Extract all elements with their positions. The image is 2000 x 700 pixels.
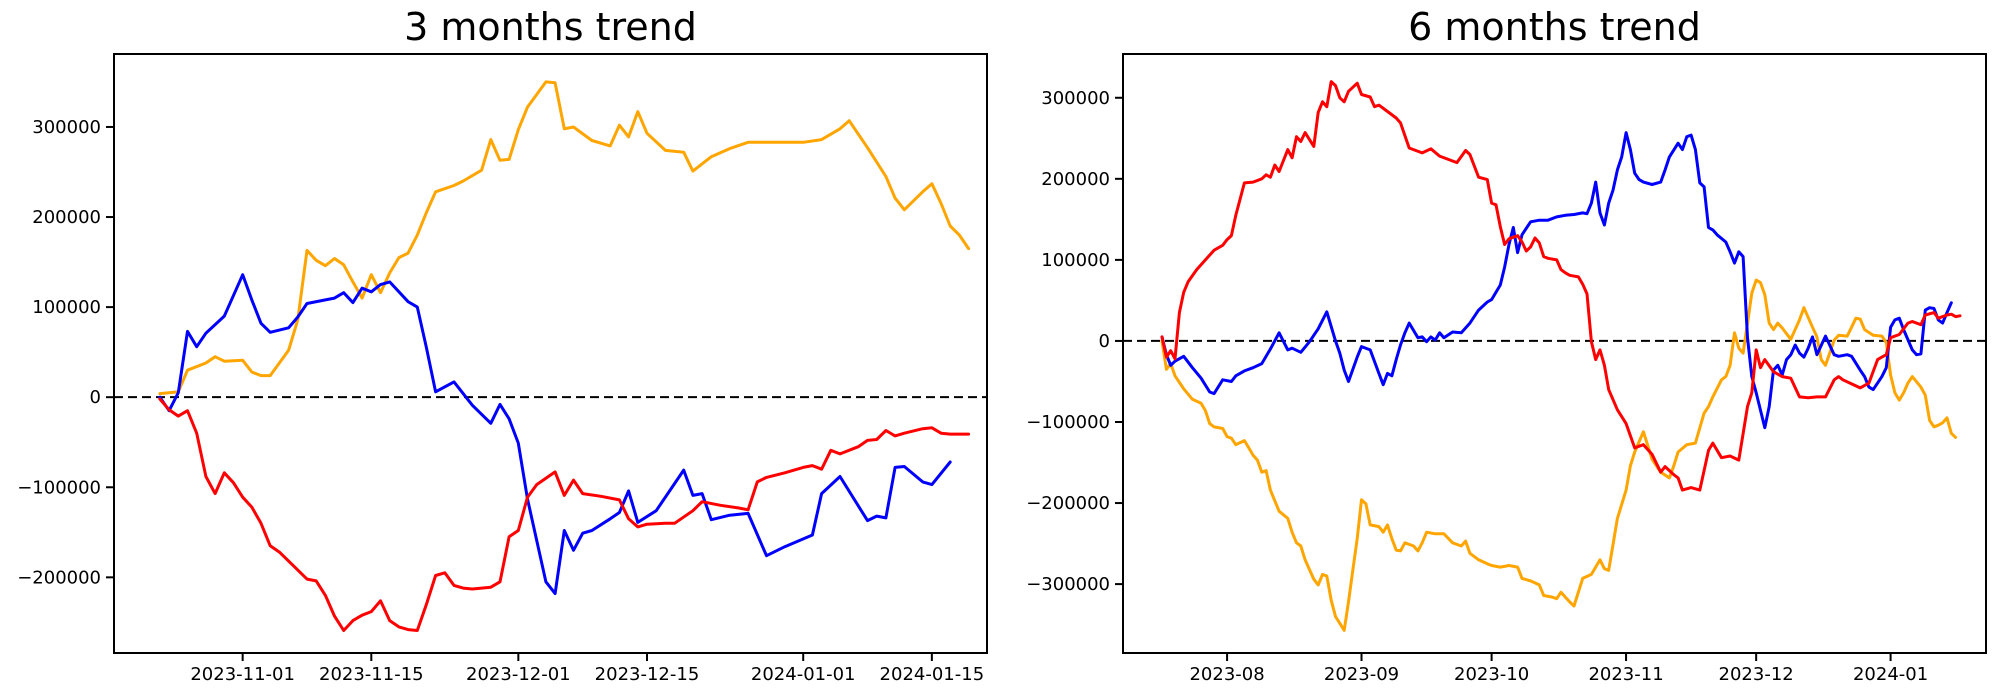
series-line-orange bbox=[158, 80, 971, 396]
y-tick-label: 0 bbox=[90, 387, 101, 408]
y-tick-label: 200000 bbox=[1041, 169, 1110, 190]
x-tick-label: 2023-09 bbox=[1324, 664, 1399, 685]
series-line-red bbox=[158, 397, 971, 632]
x-tick-label: 2024-01 bbox=[1853, 664, 1928, 685]
y-tick-label: −300000 bbox=[1026, 574, 1110, 595]
x-tick-label: 2023-08 bbox=[1189, 664, 1264, 685]
y-tick-label: 300000 bbox=[32, 117, 101, 138]
chart-title-3-months: 3 months trend bbox=[404, 5, 697, 49]
series-line-red bbox=[1160, 80, 1962, 492]
series-line-blue bbox=[1160, 131, 1953, 430]
y-tick-label: 0 bbox=[1099, 331, 1110, 352]
y-tick-label: 100000 bbox=[32, 297, 101, 318]
y-tick-label: −200000 bbox=[17, 567, 101, 588]
y-tick-label: 300000 bbox=[1041, 88, 1110, 109]
x-tick-label: 2024-01-15 bbox=[880, 664, 985, 685]
x-tick-label: 2023-12-01 bbox=[466, 664, 571, 685]
plot-border bbox=[113, 53, 988, 654]
x-tick-label: 2023-12 bbox=[1719, 664, 1794, 685]
plot-border bbox=[1122, 53, 1987, 654]
x-tick-label: 2024-01-01 bbox=[751, 664, 856, 685]
y-tick-label: −100000 bbox=[17, 477, 101, 498]
x-tick-label: 2023-11 bbox=[1588, 664, 1663, 685]
x-tick-label: 2023-10 bbox=[1454, 664, 1529, 685]
chart-title-6-months: 6 months trend bbox=[1408, 5, 1701, 49]
y-tick-label: 200000 bbox=[32, 207, 101, 228]
series-line-blue bbox=[158, 273, 952, 596]
y-tick-label: −100000 bbox=[1026, 412, 1110, 433]
x-tick-label: 2023-12-15 bbox=[595, 664, 700, 685]
series-line-orange bbox=[1160, 278, 1958, 632]
y-tick-label: 100000 bbox=[1041, 250, 1110, 271]
x-tick-label: 2023-11-15 bbox=[319, 664, 424, 685]
x-tick-label: 2023-11-01 bbox=[190, 664, 295, 685]
y-tick-label: −200000 bbox=[1026, 493, 1110, 514]
